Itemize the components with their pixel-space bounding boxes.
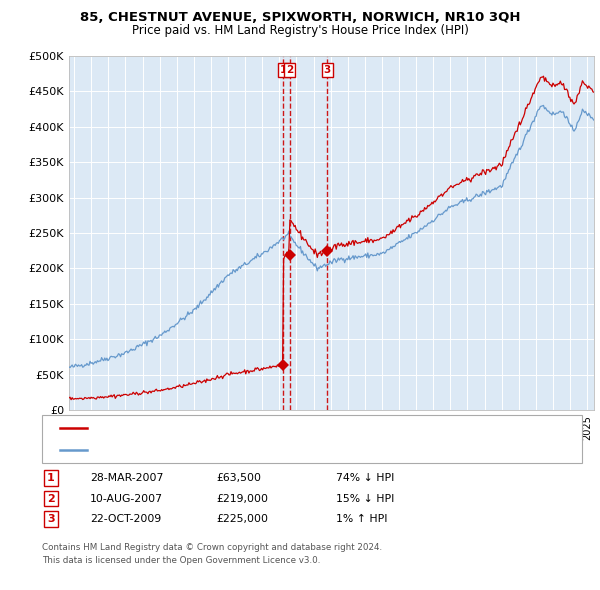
- Text: 10-AUG-2007: 10-AUG-2007: [90, 494, 163, 503]
- Text: 15% ↓ HPI: 15% ↓ HPI: [336, 494, 394, 503]
- Text: 1: 1: [47, 473, 55, 483]
- Text: £219,000: £219,000: [216, 494, 268, 503]
- Text: 2: 2: [286, 65, 293, 75]
- Text: 3: 3: [324, 65, 331, 75]
- Text: Contains HM Land Registry data © Crown copyright and database right 2024.: Contains HM Land Registry data © Crown c…: [42, 543, 382, 552]
- Text: 85, CHESTNUT AVENUE, SPIXWORTH, NORWICH, NR10 3QH (detached house): 85, CHESTNUT AVENUE, SPIXWORTH, NORWICH,…: [93, 423, 479, 433]
- Text: This data is licensed under the Open Government Licence v3.0.: This data is licensed under the Open Gov…: [42, 556, 320, 565]
- Text: 1: 1: [280, 65, 287, 75]
- Text: 74% ↓ HPI: 74% ↓ HPI: [336, 473, 394, 483]
- Text: 85, CHESTNUT AVENUE, SPIXWORTH, NORWICH, NR10 3QH: 85, CHESTNUT AVENUE, SPIXWORTH, NORWICH,…: [80, 11, 520, 24]
- Text: Price paid vs. HM Land Registry's House Price Index (HPI): Price paid vs. HM Land Registry's House …: [131, 24, 469, 37]
- Text: £225,000: £225,000: [216, 514, 268, 524]
- Text: 2: 2: [47, 494, 55, 503]
- Text: 1% ↑ HPI: 1% ↑ HPI: [336, 514, 388, 524]
- Text: 3: 3: [47, 514, 55, 524]
- Text: 28-MAR-2007: 28-MAR-2007: [90, 473, 163, 483]
- Text: HPI: Average price, detached house, Broadland: HPI: Average price, detached house, Broa…: [93, 445, 328, 455]
- Text: £63,500: £63,500: [216, 473, 261, 483]
- Text: 22-OCT-2009: 22-OCT-2009: [90, 514, 161, 524]
